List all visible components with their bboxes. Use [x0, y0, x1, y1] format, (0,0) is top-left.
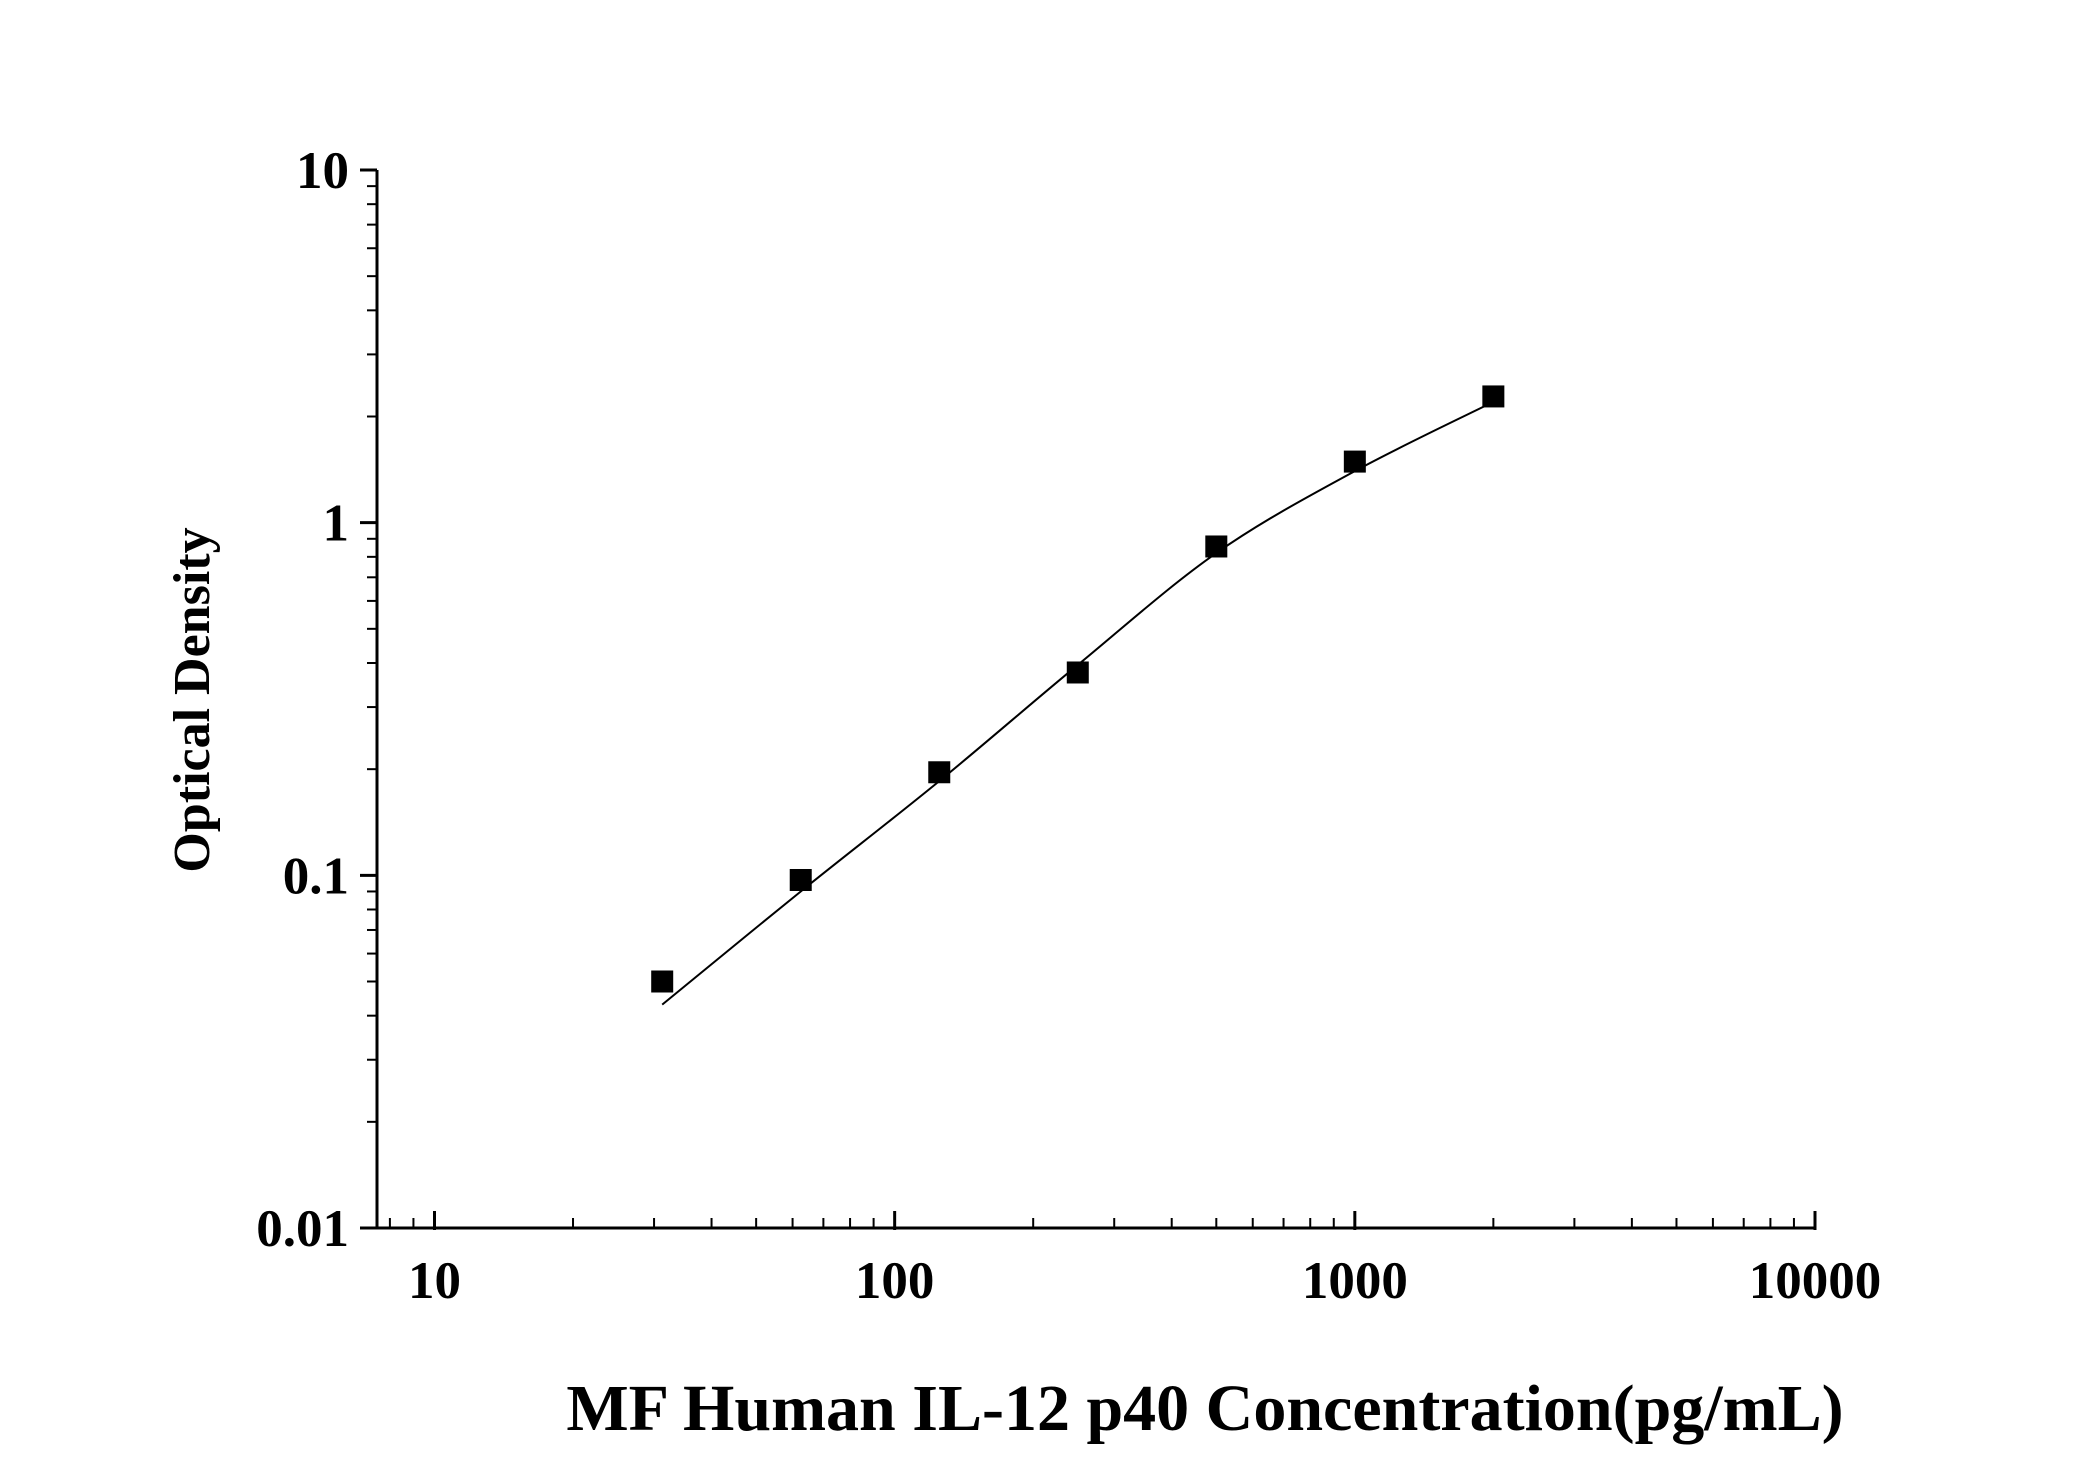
minor-ticks [367, 185, 1795, 1228]
data-point [1205, 535, 1228, 558]
fit-curve [661, 401, 1494, 1006]
axes [375, 170, 1815, 1230]
x-axis-title: MF Human IL-12 p40 Concentration(pg/mL) [566, 1372, 1843, 1445]
y-axis-title: Optical Density [164, 527, 221, 872]
x-tick-label: 100 [855, 1252, 935, 1310]
y-tick-label: 0.01 [256, 1200, 349, 1258]
fit-curve-group [661, 401, 1494, 1006]
data-points [651, 385, 1505, 993]
data-point [1343, 450, 1366, 473]
data-point [928, 761, 951, 784]
x-tick-label: 10000 [1749, 1252, 1882, 1310]
data-point [789, 868, 812, 891]
x-tick-label: 10 [408, 1252, 461, 1310]
data-point [1066, 661, 1089, 684]
tick-labels: 0.01 0.1 1 10 10 100 1000 10000 [256, 142, 1881, 1310]
x-tick-label: 1000 [1302, 1252, 1408, 1310]
data-point [1482, 385, 1505, 408]
y-tick-label: 1 [323, 495, 350, 553]
major-ticks [360, 168, 1817, 1230]
y-tick-label: 10 [296, 142, 349, 200]
data-point [651, 970, 674, 993]
y-tick-label: 0.1 [283, 847, 349, 905]
